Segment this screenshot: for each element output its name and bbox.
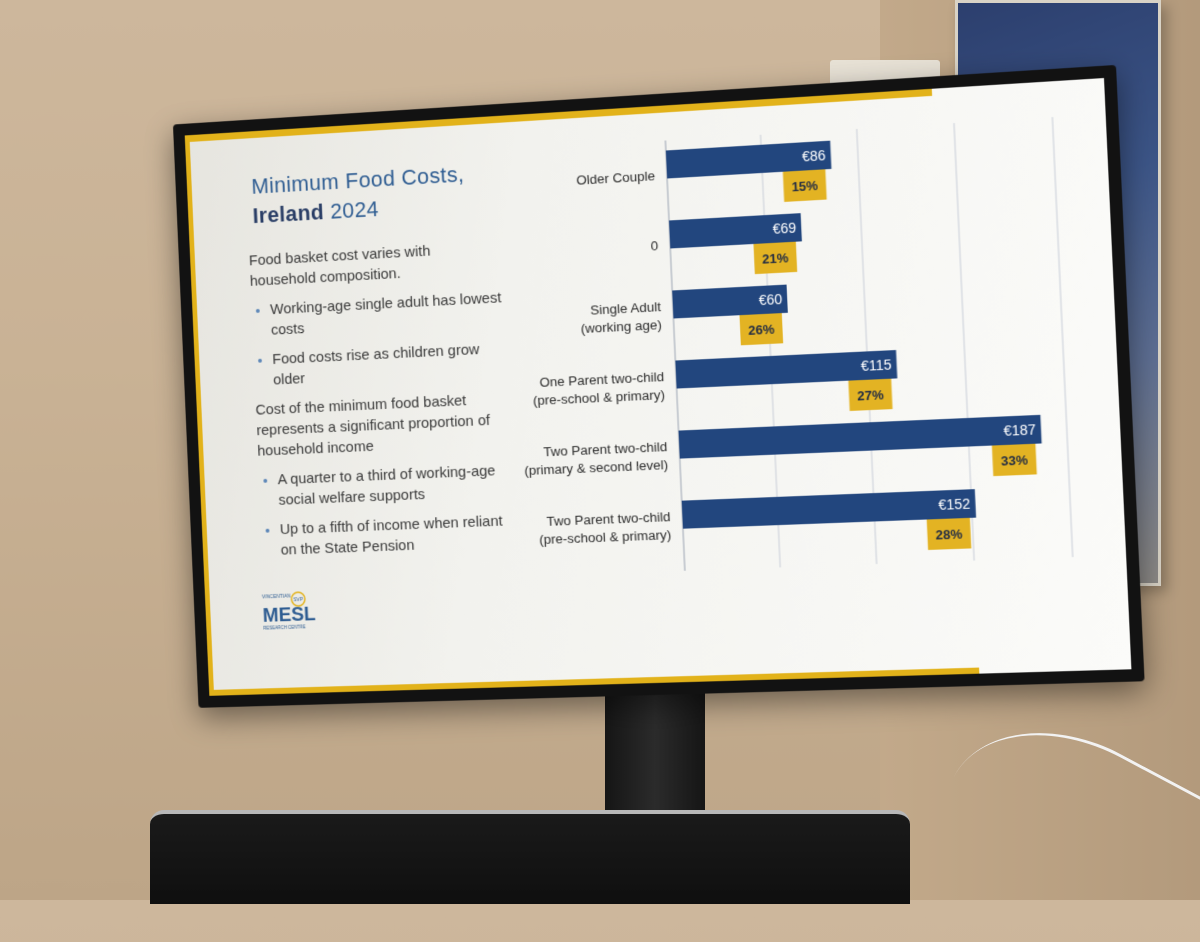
cost-bar — [675, 350, 898, 389]
bullet-item: Working-age single adult has lowest cost… — [270, 287, 503, 340]
cost-value-label: €60 — [758, 292, 783, 309]
mesl-logo: VINCENTIAN SVP MESL RESEARCH CENTRE — [260, 589, 319, 638]
monitor: Minimum Food Costs, Ireland 2024 Food ba… — [172, 64, 1145, 708]
cost-bar — [681, 489, 977, 529]
category-label: Two Parent two-child — [543, 439, 667, 459]
category-label: Older Couple — [576, 168, 655, 188]
intro-text: Food basket cost varies with household c… — [248, 242, 431, 290]
cost-bar — [669, 213, 802, 249]
percent-label: 26% — [748, 321, 776, 338]
monitor-stand-pole — [605, 690, 705, 830]
category-label: (pre-school & primary) — [533, 387, 665, 408]
percent-badge — [739, 313, 784, 346]
percent-badge — [991, 443, 1037, 477]
gridline — [1052, 117, 1072, 557]
logo-graphic: VINCENTIAN SVP MESL RESEARCH CENTRE — [262, 589, 316, 631]
presentation-slide: Minimum Food Costs, Ireland 2024 Food ba… — [184, 78, 1132, 696]
cost-value-label: €187 — [1003, 422, 1036, 439]
cost-value-label: €115 — [860, 357, 892, 374]
logo-top-text: VINCENTIAN — [262, 593, 291, 600]
category-label: One Parent two-child — [539, 369, 664, 390]
accent-bar-left — [184, 135, 215, 696]
cost-bar — [665, 140, 832, 179]
logo-bottom-text: RESEARCH CENTRE — [263, 624, 306, 630]
category-label: 0 — [650, 238, 658, 254]
bullet-item: Up to a fifth of income when reliant on … — [279, 510, 512, 560]
category-label: (working age) — [580, 317, 662, 336]
cost-value-label: €152 — [938, 496, 971, 513]
cost-bar — [678, 414, 1042, 459]
percent-badge — [926, 517, 972, 550]
paragraph-2: Cost of the minimum food basket represen… — [255, 392, 491, 460]
bullet-item: A quarter to a third of working-age soci… — [277, 460, 510, 511]
slide-body: Food basket cost varies with household c… — [249, 237, 514, 570]
category-label: (primary & second level) — [524, 457, 668, 478]
category-label: (pre-school & primary) — [539, 527, 672, 547]
title-country: Ireland — [252, 199, 325, 229]
percent-label: 21% — [762, 250, 790, 267]
cost-value-label: €86 — [802, 148, 827, 165]
percent-badge — [848, 378, 893, 411]
accent-bar-bottom — [209, 667, 980, 696]
percent-badge — [753, 241, 798, 275]
bullet-list-a: Working-age single adult has lowest cost… — [251, 287, 505, 391]
category-label: Two Parent two-child — [546, 509, 671, 529]
percent-label: 28% — [935, 526, 963, 543]
monitor-stand-base — [150, 810, 910, 904]
category-label: Single Adult — [590, 299, 662, 318]
cost-value-label: €69 — [772, 220, 796, 237]
slide-title: Minimum Food Costs, Ireland 2024 — [251, 155, 543, 231]
percent-label: 27% — [857, 387, 885, 404]
title-year: 2024 — [329, 196, 380, 224]
gridline — [665, 141, 684, 571]
percent-label: 15% — [791, 178, 819, 195]
bullet-item: Food costs rise as children grow older — [272, 338, 505, 390]
percent-label: 33% — [1001, 452, 1029, 469]
logo-badge-text: SVP — [293, 597, 303, 603]
cost-bar — [672, 284, 788, 319]
bullet-list-b: A quarter to a third of working-age soci… — [258, 460, 513, 561]
food-cost-chart: €86 15% Older Couple €69 21% 0 €60 26% Single Ad… — [524, 106, 1095, 607]
percent-badge — [782, 169, 827, 202]
logo-main-text: MESL — [262, 603, 316, 627]
